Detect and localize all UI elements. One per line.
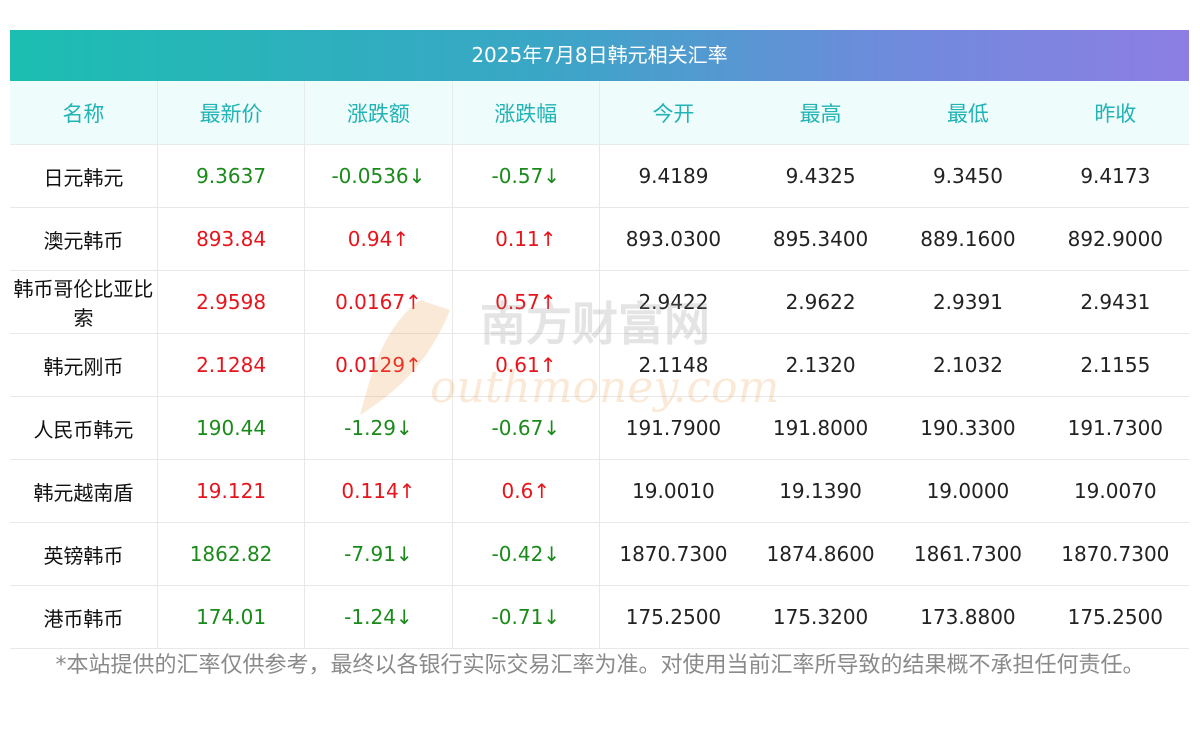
cell-name: 澳元韩币 (10, 207, 158, 271)
cell-high: 19.1390 (746, 459, 895, 523)
table-header-row: 名称 最新价 涨跌额 涨跌幅 今开 最高 最低 昨收 (10, 81, 1189, 145)
table-row: 韩元刚币 2.1284 0.0129↑ 0.61↑ 2.1148 2.1320 2.1032… (10, 333, 1189, 397)
cell-high: 175.3200 (746, 585, 895, 649)
cell-open: 175.2500 (598, 585, 747, 649)
cell-latest: 1862.82 (156, 522, 305, 586)
cell-open: 893.0300 (598, 207, 747, 271)
table-row: 韩元越南盾 19.121 0.114↑ 0.6↑ 19.0010 19.1390 19.00… (10, 459, 1189, 523)
cell-low: 2.1032 (894, 333, 1042, 397)
cell-prev-close: 191.7300 (1041, 396, 1189, 460)
cell-low: 190.3300 (894, 396, 1042, 460)
cell-prev-close: 892.9000 (1041, 207, 1189, 271)
cell-high: 895.3400 (746, 207, 895, 271)
cell-latest: 2.9598 (156, 270, 305, 334)
table-body: 日元韩元 9.3637 -0.0536↓ -0.57↓ 9.4189 9.4325 9.34… (10, 144, 1189, 649)
cell-change: 0.114↑ (304, 459, 453, 523)
header-open: 今开 (598, 81, 747, 145)
rate-table-card: 2025年7月8日韩元相关汇率 名称 最新价 涨跌额 涨跌幅 今开 最高 最低 … (10, 30, 1189, 649)
cell-open: 2.9422 (598, 270, 747, 334)
cell-name: 英镑韩币 (10, 522, 158, 586)
cell-latest: 893.84 (156, 207, 305, 271)
cell-open: 2.1148 (598, 333, 747, 397)
cell-prev-close: 2.1155 (1041, 333, 1189, 397)
header-prev-close: 昨收 (1041, 81, 1189, 145)
cell-name: 港币韩币 (10, 585, 158, 649)
cell-open: 19.0010 (598, 459, 747, 523)
table-row: 日元韩元 9.3637 -0.0536↓ -0.57↓ 9.4189 9.4325 9.34… (10, 144, 1189, 208)
table-row: 澳元韩币 893.84 0.94↑ 0.11↑ 893.0300 895.3400 889.… (10, 207, 1189, 271)
disclaimer-note: *本站提供的汇率仅供参考，最终以各银行实际交易汇率为准。对使用当前汇率所导致的结… (55, 653, 1145, 678)
cell-high: 9.4325 (746, 144, 895, 208)
header-name: 名称 (10, 81, 158, 145)
table-row: 港币韩币 174.01 -1.24↓ -0.71↓ 175.2500 175.3200 17… (10, 585, 1189, 649)
cell-prev-close: 1870.7300 (1041, 522, 1189, 586)
cell-high: 191.8000 (746, 396, 895, 460)
header-latest: 最新价 (156, 81, 305, 145)
cell-open: 1870.7300 (598, 522, 747, 586)
cell-change-pct: -0.67↓ (451, 396, 600, 460)
cell-low: 9.3450 (894, 144, 1042, 208)
cell-change: 0.0167↑ (304, 270, 453, 334)
table-title: 2025年7月8日韩元相关汇率 (10, 30, 1189, 81)
cell-prev-close: 175.2500 (1041, 585, 1189, 649)
cell-name: 韩元越南盾 (10, 459, 158, 523)
cell-low: 1861.7300 (894, 522, 1042, 586)
table-row: 人民币韩元 190.44 -1.29↓ -0.67↓ 191.7900 191.8000 1… (10, 396, 1189, 460)
cell-change-pct: 0.11↑ (451, 207, 600, 271)
cell-name: 韩元刚币 (10, 333, 158, 397)
cell-name: 韩币哥伦比亚比索 (10, 270, 158, 334)
cell-latest: 2.1284 (156, 333, 305, 397)
table-row: 英镑韩币 1862.82 -7.91↓ -0.42↓ 1870.7300 1874.860… (10, 522, 1189, 586)
cell-change: -0.0536↓ (304, 144, 453, 208)
cell-low: 2.9391 (894, 270, 1042, 334)
cell-low: 173.8800 (894, 585, 1042, 649)
cell-latest: 19.121 (156, 459, 305, 523)
cell-change: -1.24↓ (304, 585, 453, 649)
cell-open: 191.7900 (598, 396, 747, 460)
header-low: 最低 (894, 81, 1042, 145)
cell-high: 2.9622 (746, 270, 895, 334)
cell-high: 2.1320 (746, 333, 895, 397)
cell-high: 1874.8600 (746, 522, 895, 586)
cell-name: 日元韩元 (10, 144, 158, 208)
cell-open: 9.4189 (598, 144, 747, 208)
cell-change: 0.94↑ (304, 207, 453, 271)
cell-prev-close: 19.0070 (1041, 459, 1189, 523)
cell-latest: 9.3637 (156, 144, 305, 208)
cell-change-pct: 0.57↑ (451, 270, 600, 334)
header-change: 涨跌额 (304, 81, 453, 145)
cell-prev-close: 9.4173 (1041, 144, 1189, 208)
header-change-pct: 涨跌幅 (451, 81, 600, 145)
cell-low: 889.1600 (894, 207, 1042, 271)
cell-change-pct: 0.6↑ (451, 459, 600, 523)
exchange-rate-table: 名称 最新价 涨跌额 涨跌幅 今开 最高 最低 昨收 日元韩元 9.3637 -0.… (10, 81, 1189, 649)
cell-latest: 190.44 (156, 396, 305, 460)
cell-change: -1.29↓ (304, 396, 453, 460)
cell-latest: 174.01 (156, 585, 305, 649)
table-row: 韩币哥伦比亚比索 2.9598 0.0167↑ 0.57↑ 2.9422 2.9622 2.… (10, 270, 1189, 334)
cell-change-pct: 0.61↑ (451, 333, 600, 397)
cell-change-pct: -0.71↓ (451, 585, 600, 649)
cell-low: 19.0000 (894, 459, 1042, 523)
header-high: 最高 (746, 81, 895, 145)
cell-prev-close: 2.9431 (1041, 270, 1189, 334)
cell-change: 0.0129↑ (304, 333, 453, 397)
cell-change-pct: -0.42↓ (451, 522, 600, 586)
cell-change-pct: -0.57↓ (451, 144, 600, 208)
cell-change: -7.91↓ (304, 522, 453, 586)
cell-name: 人民币韩元 (10, 396, 158, 460)
